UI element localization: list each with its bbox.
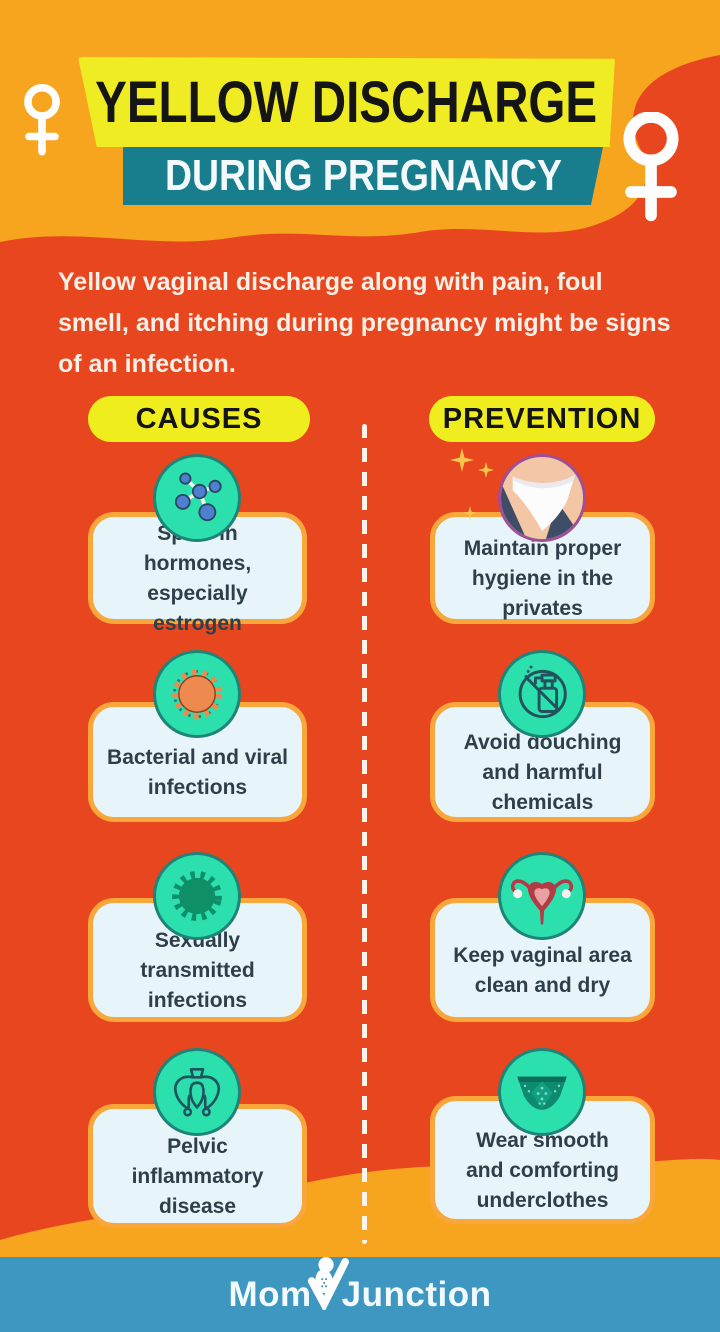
pelvis-icon	[174, 1068, 220, 1117]
prevention-card: Maintain proper hygiene in the privates	[430, 512, 655, 624]
no-douching-icon	[498, 650, 586, 738]
title-banner-teal: DURING PREGNANCY	[123, 147, 603, 205]
uterus-icon	[510, 879, 574, 925]
hygiene-underwear-icon	[501, 457, 583, 539]
sti-virus-icon	[172, 871, 222, 921]
bacteria-virus-icon	[172, 669, 222, 719]
no-douching-icon	[518, 665, 567, 719]
prevention-text: Keep vaginal area clean and dry	[453, 944, 632, 997]
sparkle-icon	[450, 448, 494, 520]
uterus-icon	[498, 852, 586, 940]
title-banner-yellow: YELLOW DISCHARGE	[78, 57, 615, 147]
prevention-text: Maintain proper hygiene in the privates	[463, 537, 622, 620]
brand-mom: Mom	[228, 1274, 312, 1314]
prevention-card: Avoid douching and harmful chemicals	[430, 702, 655, 822]
dashed-divider	[362, 424, 367, 1244]
bacteria-virus-icon	[153, 650, 241, 738]
causes-header-pill: CAUSES	[88, 396, 310, 442]
prevention-text: Avoid douching and harmful chemicals	[463, 731, 622, 814]
baby-in-check-icon	[307, 1256, 349, 1310]
brand-junction: Junction	[341, 1274, 492, 1314]
sti-virus-icon	[153, 852, 241, 940]
cause-card: Bacterial and viral infections	[88, 702, 307, 822]
pelvis-icon	[153, 1048, 241, 1136]
hygiene-underwear-icon	[498, 454, 586, 542]
prevention-header-pill: PREVENTION	[429, 396, 655, 442]
footer-bar: Mom Junction	[0, 1256, 720, 1332]
underclothes-icon	[517, 1076, 567, 1110]
prevention-card: Keep vaginal area clean and dry	[430, 898, 655, 1022]
cause-text: Pelvic inflammatory disease	[131, 1135, 264, 1218]
molecule-icon	[153, 454, 241, 542]
cause-text: Bacterial and viral infections	[107, 746, 288, 799]
female-symbol-icon	[24, 84, 60, 156]
underclothes-icon	[498, 1048, 586, 1136]
female-symbol-icon	[623, 112, 679, 222]
intro-paragraph: Yellow vaginal discharge along with pain…	[58, 268, 671, 378]
sub-title: DURING PREGNANCY	[164, 151, 562, 200]
main-title: YELLOW DISCHARGE	[95, 69, 598, 135]
molecule-icon	[174, 472, 222, 522]
prevention-text: Wear smooth and comforting underclothes	[466, 1129, 619, 1212]
